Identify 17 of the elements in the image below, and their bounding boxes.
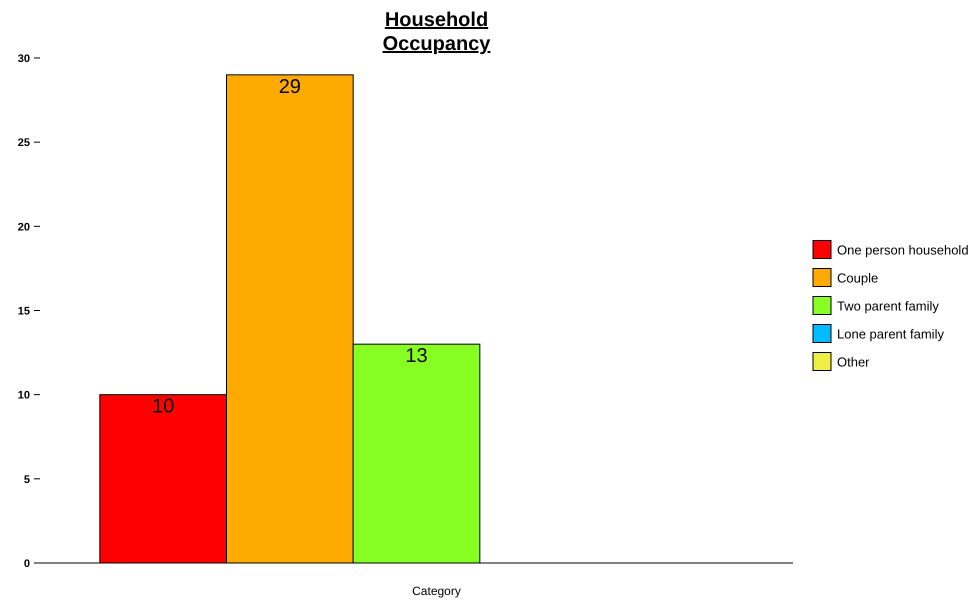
y-tick-label: 15 [18,306,30,318]
y-tick-label: 20 [18,221,30,234]
y-tick-label: 25 [18,137,30,150]
legend-label: One person household [837,242,969,258]
y-tick-label: 30 [18,53,30,65]
legend-label: Lone parent family [837,326,944,342]
data-label: 29 [278,76,301,98]
legend-label: Other [837,354,870,370]
chart-title: Household Occupancy [382,9,492,55]
y-tick-label: 10 [18,390,30,402]
x-axis-title: Category [412,584,461,598]
data-label: 13 [405,345,428,368]
legend-label: Couple [837,270,878,286]
y-tick-label: 0 [24,558,30,570]
legend-label: Two parent family [837,298,940,314]
data-label: 10 [152,396,174,418]
y-tick-label: 5 [24,474,30,486]
